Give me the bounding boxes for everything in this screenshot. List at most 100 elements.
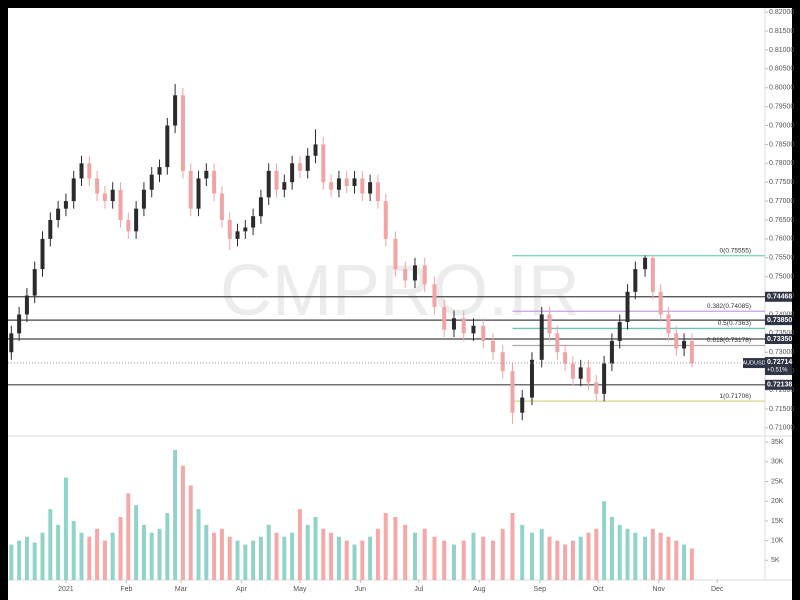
volume-bar xyxy=(658,532,663,580)
level-label-box xyxy=(765,334,792,345)
candle-body xyxy=(586,367,591,383)
y-tick-label: 0.79500 xyxy=(769,103,794,110)
fib-label: 1(0.71706) xyxy=(720,393,751,400)
volume-tick-label: 25K xyxy=(771,478,784,485)
y-tick-label: 0.77000 xyxy=(769,198,794,205)
candle-body xyxy=(204,170,209,179)
watermark: CMPRO.IR xyxy=(220,251,580,331)
y-tick-label: 0.71500 xyxy=(769,406,794,413)
volume-bar xyxy=(212,532,217,580)
volume-bar xyxy=(578,536,583,580)
volume-bar xyxy=(666,536,671,580)
volume-bar xyxy=(383,513,388,580)
candle-body xyxy=(539,314,544,360)
x-tick-label: 2021 xyxy=(58,586,74,593)
level-label: 0.73350 xyxy=(767,336,792,343)
volume-tick-label: 5K xyxy=(771,557,780,564)
candle-body xyxy=(344,178,349,186)
x-tick-label: Dec xyxy=(711,586,724,593)
y-tick-label: 0.76000 xyxy=(769,236,794,243)
volume-bar xyxy=(674,540,679,580)
volume-bar xyxy=(87,536,92,580)
candle-body xyxy=(682,340,687,349)
candle-body xyxy=(173,95,178,126)
volume-bar xyxy=(40,532,45,580)
candle-body xyxy=(383,201,388,239)
volume-bar xyxy=(56,524,61,580)
candle-body xyxy=(594,382,599,394)
volume-bar xyxy=(251,540,256,580)
candle-body xyxy=(297,163,302,171)
volume-bar xyxy=(529,532,534,580)
candle-body xyxy=(520,397,525,413)
volume-bar xyxy=(481,536,486,580)
candle-body xyxy=(196,178,201,209)
last-price-label: 0.72714 xyxy=(767,359,792,366)
y-tick-label: 0.79000 xyxy=(769,122,794,129)
volume-bar xyxy=(141,524,146,580)
candle-body xyxy=(461,318,466,334)
volume-bar xyxy=(282,536,287,580)
x-tick-label: Feb xyxy=(120,586,132,593)
volume-bar xyxy=(329,532,334,580)
candle-body xyxy=(321,144,326,183)
y-tick-label: 0.74000 xyxy=(769,311,794,318)
candle-body xyxy=(617,322,622,341)
volume-bar xyxy=(422,528,427,580)
candle-body xyxy=(643,257,648,270)
candle-body xyxy=(134,208,139,232)
candle-body xyxy=(547,314,552,334)
volume-bar xyxy=(196,509,201,580)
candle-body xyxy=(102,193,107,202)
candle-body xyxy=(9,333,14,353)
y-tick-label: 0.78500 xyxy=(769,141,794,148)
volume-bar xyxy=(510,513,515,580)
volume-bar xyxy=(227,536,232,580)
candle-body xyxy=(360,178,365,194)
volume-bar xyxy=(403,524,408,580)
symbol-box xyxy=(743,358,765,369)
y-tick-label: 0.78000 xyxy=(769,160,794,167)
volume-tick-label: 35K xyxy=(771,439,784,446)
volume-bar xyxy=(32,542,37,580)
candle-body xyxy=(689,340,694,364)
volume-bar xyxy=(173,450,178,580)
candle-body xyxy=(32,269,37,296)
y-tick-label: 0.82000 xyxy=(769,9,794,16)
volume-bar xyxy=(235,540,240,580)
candle-body xyxy=(48,219,53,239)
candle-body xyxy=(219,193,224,220)
volume-bar xyxy=(243,544,248,580)
candle-body xyxy=(17,314,22,334)
y-tick-label: 0.72000 xyxy=(769,387,794,394)
candle-body xyxy=(329,182,334,190)
candle-body xyxy=(110,189,115,202)
y-tick-label: 0.71000 xyxy=(769,425,794,432)
candle-body xyxy=(243,227,248,232)
candle-body xyxy=(63,201,68,209)
volume-bar xyxy=(563,544,568,580)
candle-body xyxy=(266,170,271,198)
volume-bar xyxy=(188,485,193,580)
y-tick-label: 0.80500 xyxy=(769,66,794,73)
volume-bar xyxy=(570,540,575,580)
y-tick-label: 0.80000 xyxy=(769,85,794,92)
volume-bar xyxy=(451,544,456,580)
volume-bar xyxy=(305,524,310,580)
level-label-box xyxy=(765,315,792,326)
volume-bar xyxy=(490,540,495,580)
volume-tick-label: 15K xyxy=(771,518,784,525)
x-tick-label: Jul xyxy=(414,586,423,593)
candle-body xyxy=(282,182,287,190)
candle-body xyxy=(442,306,447,330)
volume-bar xyxy=(9,544,14,580)
candle-body xyxy=(118,189,123,220)
candle-body xyxy=(141,189,146,209)
y-tick-label: 0.73500 xyxy=(769,330,794,337)
symbol-label: AUDUSD xyxy=(742,361,765,367)
volume-bar xyxy=(95,528,100,580)
candle-body xyxy=(422,265,427,285)
candle-body xyxy=(529,359,534,398)
last-price-box xyxy=(765,357,792,376)
